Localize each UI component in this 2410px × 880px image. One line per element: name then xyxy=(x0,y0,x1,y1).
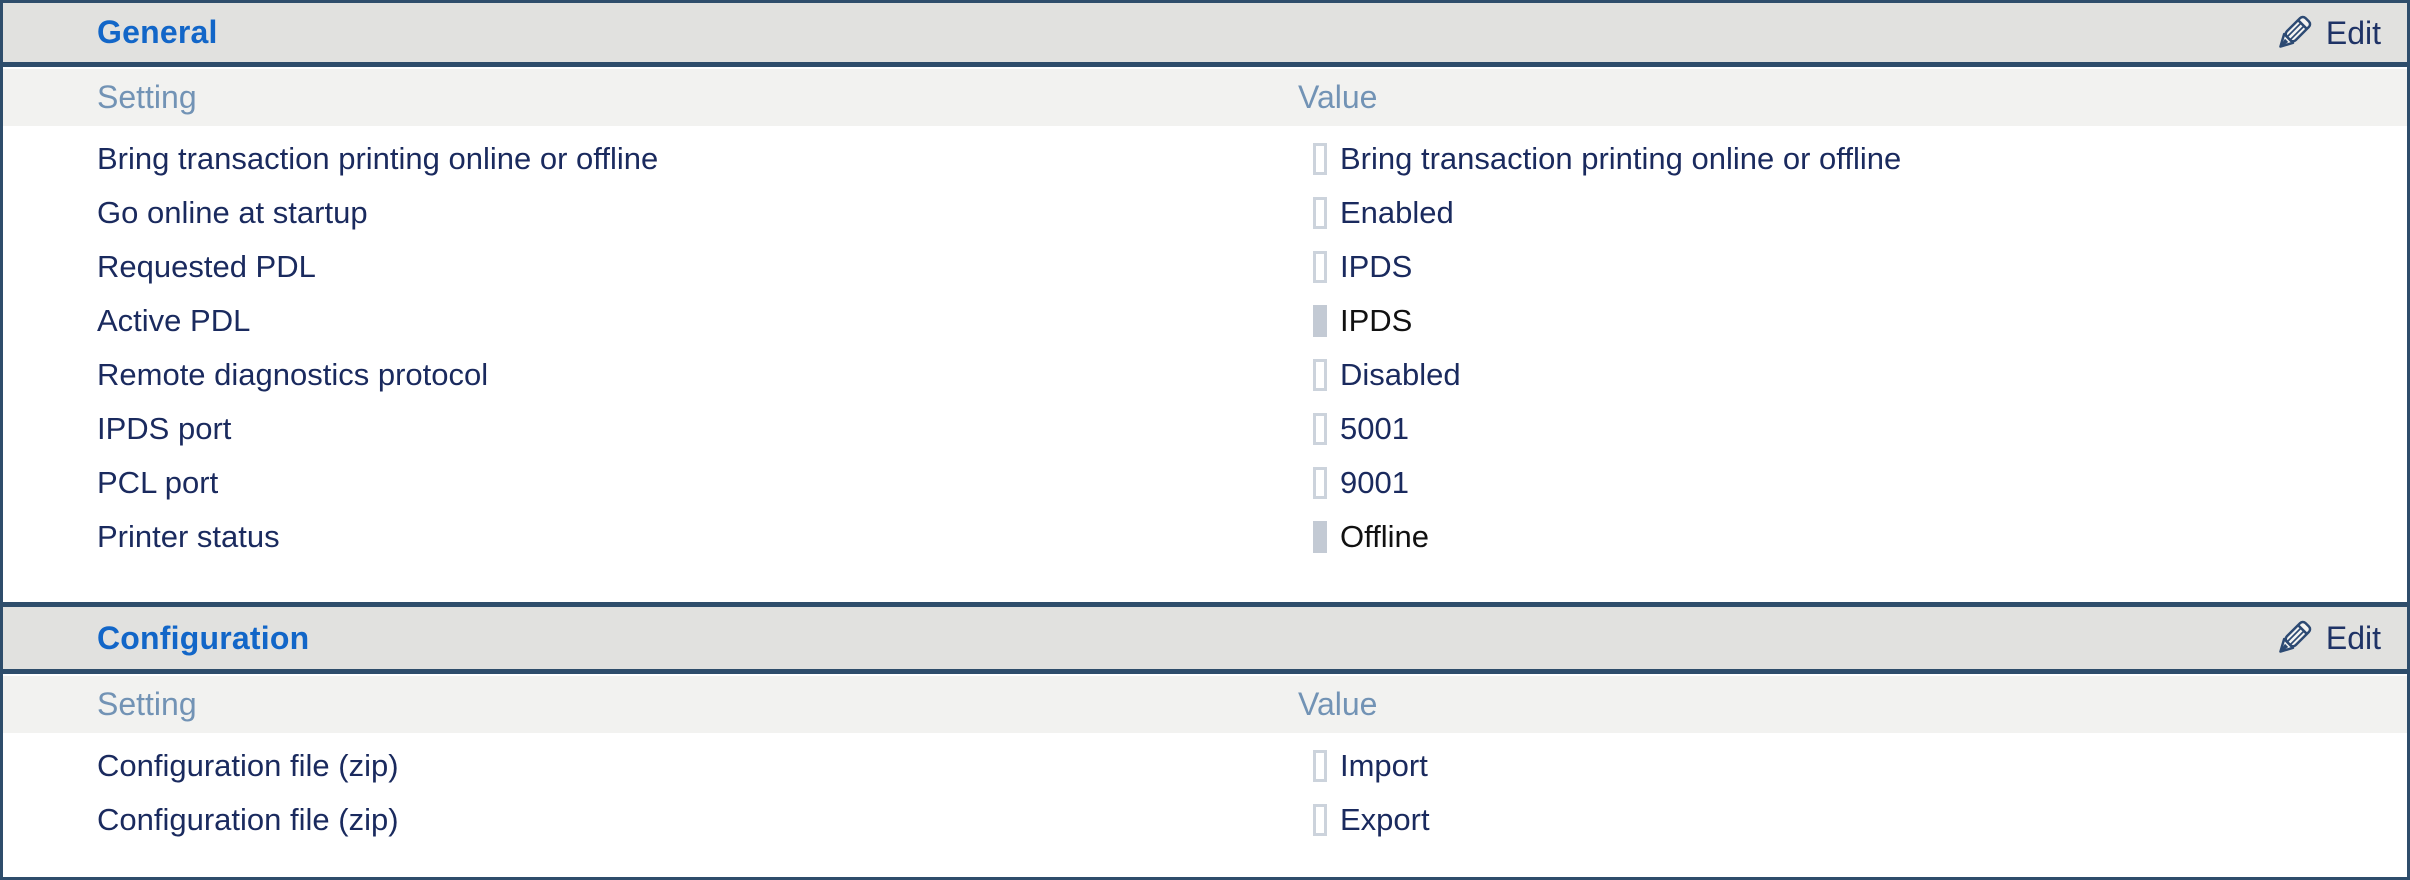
setting-label: Requested PDL xyxy=(97,249,316,284)
column-header-row: Setting Value xyxy=(3,674,2407,733)
table-row: Bring transaction printing online or off… xyxy=(3,132,2407,186)
value-cell: Export xyxy=(1298,802,1430,838)
table-row: Requested PDL IPDS xyxy=(3,240,2407,294)
pencil-icon xyxy=(2271,615,2317,661)
field-icon xyxy=(1313,359,1327,391)
table-row: Active PDL IPDS xyxy=(3,294,2407,348)
setting-label: Printer status xyxy=(97,519,280,554)
table-row: Configuration file (zip) Export xyxy=(3,793,2407,847)
settings-table: Bring transaction printing online or off… xyxy=(3,126,2407,602)
column-header-value: Value xyxy=(1298,686,1378,722)
section-header: General Edit xyxy=(3,3,2407,67)
value-cell: 9001 xyxy=(1298,465,1409,501)
field-icon xyxy=(1313,521,1327,553)
table-row: Printer status Offline xyxy=(3,510,2407,564)
value-cell: Import xyxy=(1298,748,1428,784)
setting-label: Configuration file (zip) xyxy=(97,802,399,837)
field-icon xyxy=(1313,197,1327,229)
column-header-setting: Setting xyxy=(97,686,197,722)
value-text: IPDS xyxy=(1340,303,1413,338)
column-header-setting: Setting xyxy=(97,79,197,115)
section-general: General Edit xyxy=(3,3,2407,602)
value-cell: Enabled xyxy=(1298,195,1454,231)
section-title: General xyxy=(97,14,218,50)
field-icon xyxy=(1313,305,1327,337)
section-configuration: Configuration Edit xyxy=(3,602,2407,877)
value-text: Enabled xyxy=(1340,195,1454,230)
value-text: Export xyxy=(1340,802,1430,837)
field-icon xyxy=(1313,413,1327,445)
table-row: PCL port 9001 xyxy=(3,456,2407,510)
field-icon xyxy=(1313,467,1327,499)
settings-table: Configuration file (zip) Import Configur… xyxy=(3,733,2407,877)
table-row: Go online at startup Enabled xyxy=(3,186,2407,240)
setting-label: Active PDL xyxy=(97,303,251,338)
value-text: Disabled xyxy=(1340,357,1461,392)
edit-button-label: Edit xyxy=(2325,14,2381,51)
edit-button[interactable]: Edit xyxy=(2271,615,2381,661)
setting-label: PCL port xyxy=(97,465,219,500)
value-cell: IPDS xyxy=(1298,303,1412,339)
value-text: 9001 xyxy=(1340,465,1409,500)
setting-label: Bring transaction printing online or off… xyxy=(97,141,659,176)
setting-label: Go online at startup xyxy=(97,195,368,230)
table-row: Configuration file (zip) Import xyxy=(3,739,2407,793)
field-icon xyxy=(1313,143,1327,175)
value-text: Offline xyxy=(1340,519,1430,554)
field-icon xyxy=(1313,251,1327,283)
value-text: 5001 xyxy=(1340,411,1409,446)
value-cell: IPDS xyxy=(1298,249,1412,285)
table-row: Remote diagnostics protocol Disabled xyxy=(3,348,2407,402)
setting-label: Remote diagnostics protocol xyxy=(97,357,489,392)
field-icon xyxy=(1313,804,1327,836)
column-header-value: Value xyxy=(1298,79,1378,115)
pencil-icon xyxy=(2271,10,2317,56)
column-header-row: Setting Value xyxy=(3,67,2407,126)
section-title: Configuration xyxy=(97,619,310,656)
value-cell: Bring transaction printing online or off… xyxy=(1298,141,1901,177)
value-cell: 5001 xyxy=(1298,411,1409,447)
section-header: Configuration Edit xyxy=(3,602,2407,674)
edit-button-label: Edit xyxy=(2325,620,2381,656)
setting-label: IPDS port xyxy=(97,411,232,446)
value-text: IPDS xyxy=(1340,249,1413,284)
field-icon xyxy=(1313,750,1327,782)
value-text: Bring transaction printing online or off… xyxy=(1340,141,1902,176)
value-text: Import xyxy=(1340,748,1428,783)
table-row: IPDS port 5001 xyxy=(3,402,2407,456)
value-cell: Disabled xyxy=(1298,357,1461,393)
value-cell: Offline xyxy=(1298,519,1429,555)
edit-button[interactable]: Edit xyxy=(2271,10,2381,56)
setting-label: Configuration file (zip) xyxy=(97,748,399,783)
